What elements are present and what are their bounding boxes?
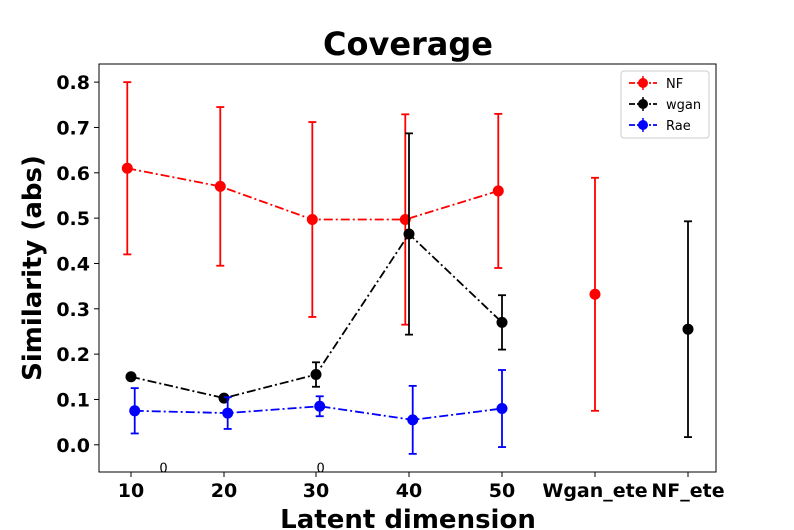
legend-entry-rae: Rae (629, 118, 691, 134)
annotation-label: 0 (317, 461, 325, 476)
y-tick-label: 0.3 (56, 299, 90, 321)
data-point (218, 392, 230, 404)
data-point (214, 180, 226, 192)
x-tick-label: 50 (489, 480, 515, 502)
series-rae (129, 369, 508, 455)
data-point (496, 316, 508, 328)
legend-entry-nf: NF (629, 76, 683, 92)
chart-title: Coverage (323, 25, 493, 63)
data-point (407, 414, 419, 426)
y-tick-label: 0.1 (56, 389, 90, 411)
legend-marker (638, 120, 648, 130)
y-axis-label: Similarity (abs) (18, 155, 48, 381)
legend-marker (638, 99, 648, 109)
data-point (399, 213, 411, 225)
series-line (134, 405, 503, 421)
x-tick-label: NF_ete (651, 480, 724, 502)
y-tick-label: 0.5 (56, 208, 90, 230)
x-tick-label: 20 (211, 480, 237, 502)
point-wgan_ete (589, 176, 601, 412)
data-point (306, 213, 318, 225)
data-point (589, 288, 601, 300)
data-point (121, 162, 133, 174)
x-axis-ticks: 10 20 30 40 50 Wgan_ete NF_ete (118, 472, 725, 502)
y-tick-label: 0.4 (56, 253, 90, 275)
x-tick-label: 30 (303, 480, 329, 502)
series-layer (121, 81, 694, 455)
legend: NF wgan Rae (620, 70, 710, 139)
x-tick-label: 10 (118, 480, 144, 502)
data-point (129, 405, 141, 417)
data-point (222, 407, 234, 419)
legend-label: wgan (666, 98, 701, 113)
y-axis-ticks: 0.0 0.1 0.2 0.3 0.4 0.5 0.6 0.7 0.8 (56, 72, 99, 457)
point-nf_ete (682, 220, 694, 438)
y-tick-label: 0.8 (56, 72, 90, 94)
y-tick-label: 0.7 (56, 117, 90, 139)
y-tick-label: 0.2 (56, 344, 90, 366)
annotation-label: 0 (159, 461, 167, 476)
data-point (310, 369, 322, 381)
legend-entry-wgan: wgan (629, 97, 701, 113)
legend-label: NF (666, 77, 683, 92)
y-tick-label: 0.0 (56, 435, 90, 457)
plot-area (98, 63, 717, 473)
data-point (314, 400, 326, 412)
y-tick-label: 0.6 (56, 163, 90, 185)
x-axis-label: Latent dimension (280, 505, 536, 530)
legend-marker (638, 78, 648, 88)
data-point (496, 403, 508, 415)
series-wgan (125, 132, 508, 404)
series-nf (121, 81, 504, 326)
x-tick-label: 40 (396, 480, 422, 502)
x-tick-label: Wgan_ete (542, 480, 647, 502)
data-point (125, 371, 137, 383)
data-point (492, 185, 504, 197)
data-point (682, 323, 694, 335)
legend-label: Rae (666, 119, 691, 134)
data-point (403, 228, 415, 240)
